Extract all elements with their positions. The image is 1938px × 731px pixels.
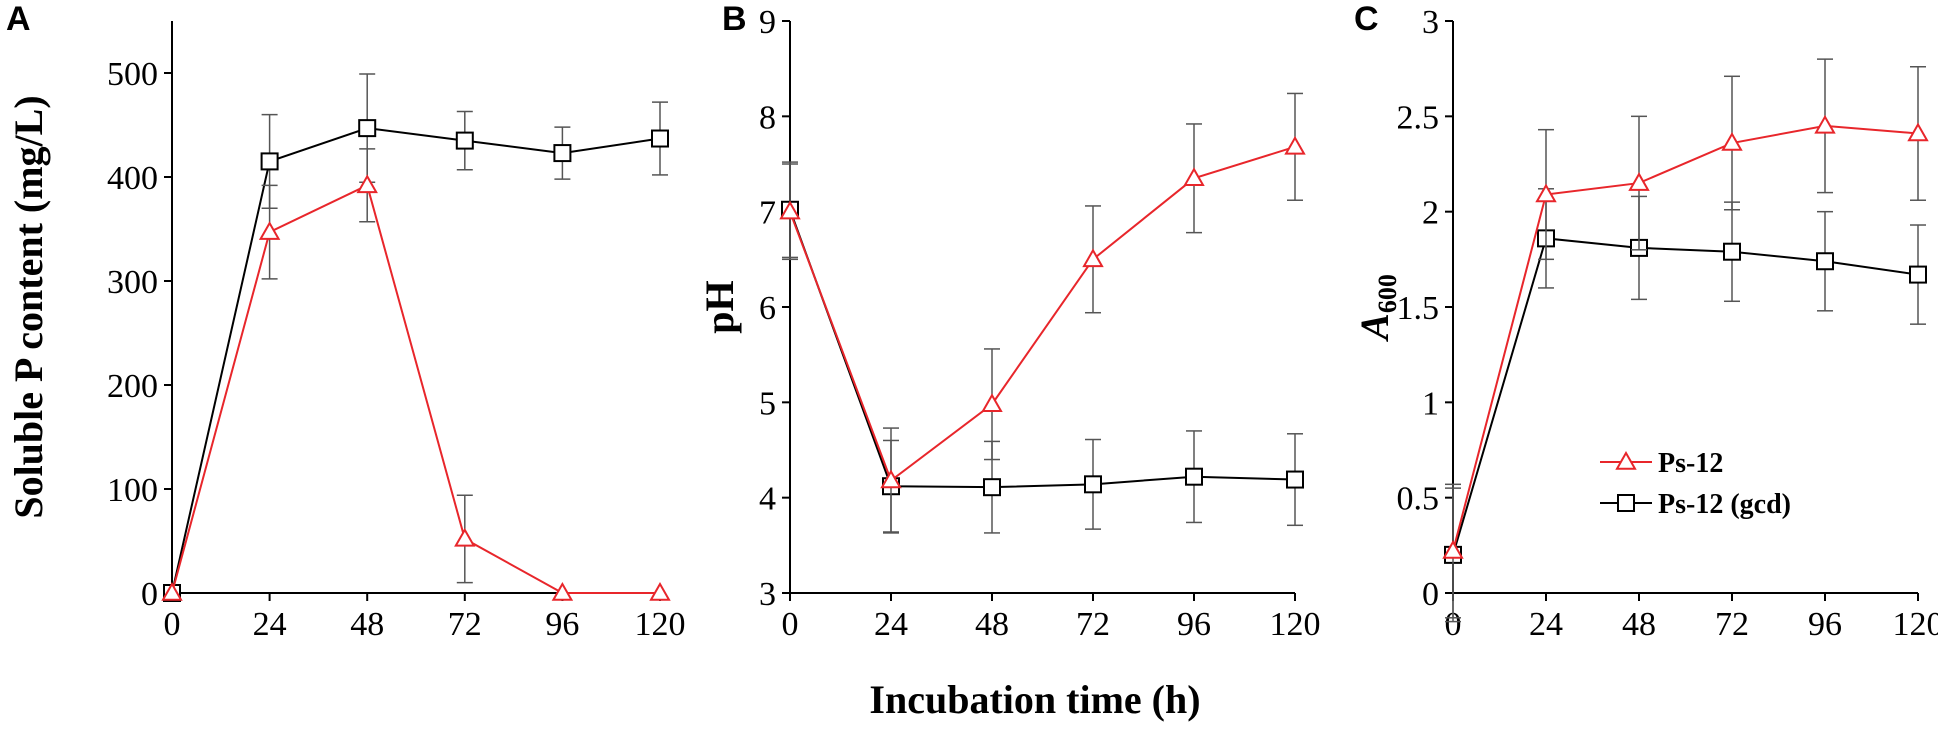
legend-label-gcd: Ps-12 (gcd) <box>1658 489 1791 520</box>
panel-a-point-gcd <box>455 131 474 150</box>
panel-c-x-tick-label: 120 <box>1893 606 1938 643</box>
legend-marker-gcd <box>1617 494 1635 512</box>
panel-c-point-ps12 <box>1907 122 1929 142</box>
panel-b-x-tick-label: 96 <box>1177 606 1211 643</box>
panel-a-y-tick-label: 0 <box>141 576 158 613</box>
panel-c-x-tick-label: 0 <box>1445 606 1462 643</box>
panel-b-point-ps12 <box>779 200 801 220</box>
panel-a-x-tick-label: 0 <box>164 606 181 643</box>
panel-a-line-ps12 <box>171 183 660 594</box>
panel-b-point-ps12 <box>880 469 902 489</box>
panel-a-series-gcd <box>163 73 669 602</box>
panel-b-y-tick-label: 9 <box>759 4 776 41</box>
panel-b: B 3 4 5 6 7 8 9 0 24 48 72 96 120 pH <box>697 0 1321 643</box>
panel-b-x-tick-label: 24 <box>874 606 908 643</box>
panel-a: A 0 100 200 300 400 500 0 24 48 72 96 120 Soluble P c… <box>6 0 686 643</box>
panel-a-point-ps12 <box>356 174 378 194</box>
legend-label-ps12: Ps-12 <box>1658 448 1723 479</box>
panel-c-point-ps12 <box>1628 172 1650 191</box>
panel-a-point-ps12 <box>649 581 671 601</box>
panel-b-point-ps12 <box>981 393 1003 412</box>
panel-b-y-tick-label: 8 <box>759 99 776 136</box>
panel-c-y-axis-label-sub: 600 <box>1373 274 1402 313</box>
panel-b-y-tick-label: 3 <box>759 576 776 613</box>
panel-c-y-tick-label: 2.5 <box>1397 99 1440 136</box>
panel-b-line-ps12 <box>789 145 1296 483</box>
panel-c-x-tick-label: 24 <box>1529 606 1563 643</box>
panel-c-y-tick-label: 0 <box>1422 576 1439 613</box>
panel-b-point-ps12 <box>1284 135 1306 155</box>
panel-b-y-axis-label: pH <box>697 280 742 333</box>
panel-c-letter: C <box>1354 0 1379 38</box>
panel-c-x-tick-label: 48 <box>1622 606 1656 643</box>
panel-c-point-ps12 <box>1535 183 1557 203</box>
panel-c-y-tick-label: 3 <box>1422 4 1439 41</box>
panel-b-x-tick-label: 48 <box>975 606 1009 643</box>
panel-c-point-gcd <box>1723 242 1741 261</box>
panel-a-point-ps12 <box>551 581 574 601</box>
panel-c-line-ps12 <box>1452 124 1919 552</box>
panel-c-point-ps12 <box>1721 132 1743 151</box>
panel-b-y-tick-label: 6 <box>759 290 776 327</box>
panel-b-x-tick-label: 72 <box>1076 606 1110 643</box>
panel-a-point-gcd <box>358 119 377 138</box>
panel-a-line-gcd <box>171 127 661 594</box>
panel-b-point-gcd <box>1286 470 1304 489</box>
panel-c: C 0 0.5 1 1.5 2 2.5 3 0 24 48 72 96 120 A600 <box>1352 0 1938 643</box>
panel-a-x-tick-label: 72 <box>448 606 482 643</box>
panel-a-x-tick-label: 48 <box>350 606 384 643</box>
panel-c-y-axis-label-main: A <box>1352 313 1397 343</box>
panel-a-y-tick-label: 200 <box>107 368 158 405</box>
panel-b-x-tick-label: 0 <box>782 606 799 643</box>
panel-b-point-ps12 <box>1183 167 1205 187</box>
panel-a-point-ps12 <box>454 527 476 547</box>
panel-a-y-axis-label: Soluble P content (mg/L) <box>6 95 51 518</box>
panel-a-point-gcd <box>260 152 279 171</box>
panel-c-x-tick-label: 96 <box>1808 606 1842 643</box>
legend-marker-ps12 <box>1615 450 1637 470</box>
panel-b-point-ps12 <box>1082 248 1104 268</box>
panel-c-x-tick-label: 72 <box>1715 606 1749 643</box>
panel-b-series-ps12 <box>779 92 1306 534</box>
panel-b-line-gcd <box>789 209 1296 489</box>
panel-c-point-gcd <box>1909 265 1927 284</box>
panel-c-point-ps12 <box>1814 114 1836 134</box>
shared-x-axis-label: Incubation time (h) <box>869 677 1200 722</box>
panel-a-y-tick-label: 400 <box>107 160 158 197</box>
legend: Ps-12 Ps-12 (gcd) <box>1600 448 1791 520</box>
panel-a-y-tick-label: 500 <box>107 56 158 93</box>
panel-b-x-tick-label: 120 <box>1270 606 1321 643</box>
panel-b-y-tick-label: 5 <box>759 385 776 422</box>
panel-c-point-gcd <box>1816 252 1834 271</box>
panel-a-letter: A <box>6 0 31 38</box>
panel-c-y-tick-label: 1.5 <box>1397 290 1440 327</box>
panel-b-point-gcd <box>1185 467 1203 486</box>
panel-a-series-ps12 <box>161 148 671 601</box>
panel-a-point-gcd <box>553 144 572 163</box>
panel-a-y-tick-label: 300 <box>107 264 158 301</box>
panel-c-point-ps12 <box>1442 540 1464 559</box>
panel-a-point-ps12 <box>258 221 281 240</box>
panel-a-x-tick-label: 120 <box>635 606 686 643</box>
panel-c-y-tick-label: 1 <box>1422 385 1439 422</box>
panel-b-point-gcd <box>983 478 1001 497</box>
panel-c-line-gcd <box>1452 237 1919 556</box>
panel-a-x-tick-label: 24 <box>253 606 287 643</box>
panel-c-series-gcd <box>1444 188 1927 623</box>
panel-c-series-ps12 <box>1442 58 1929 619</box>
panel-b-y-tick-label: 4 <box>759 481 776 518</box>
panel-c-y-tick-label: 0.5 <box>1397 481 1440 518</box>
panel-b-series-gcd <box>781 161 1304 534</box>
panel-c-y-axis-label: A600 <box>1352 274 1402 343</box>
panel-a-point-gcd <box>651 129 669 148</box>
panel-a-x-tick-label: 96 <box>545 606 579 643</box>
panel-a-y-tick-label: 100 <box>107 472 158 509</box>
panel-b-letter: B <box>722 0 747 38</box>
panel-b-point-gcd <box>1084 475 1102 494</box>
panel-a-point-ps12 <box>161 581 183 601</box>
panel-c-y-tick-label: 2 <box>1422 195 1439 232</box>
panel-b-y-tick-label: 7 <box>759 195 776 232</box>
